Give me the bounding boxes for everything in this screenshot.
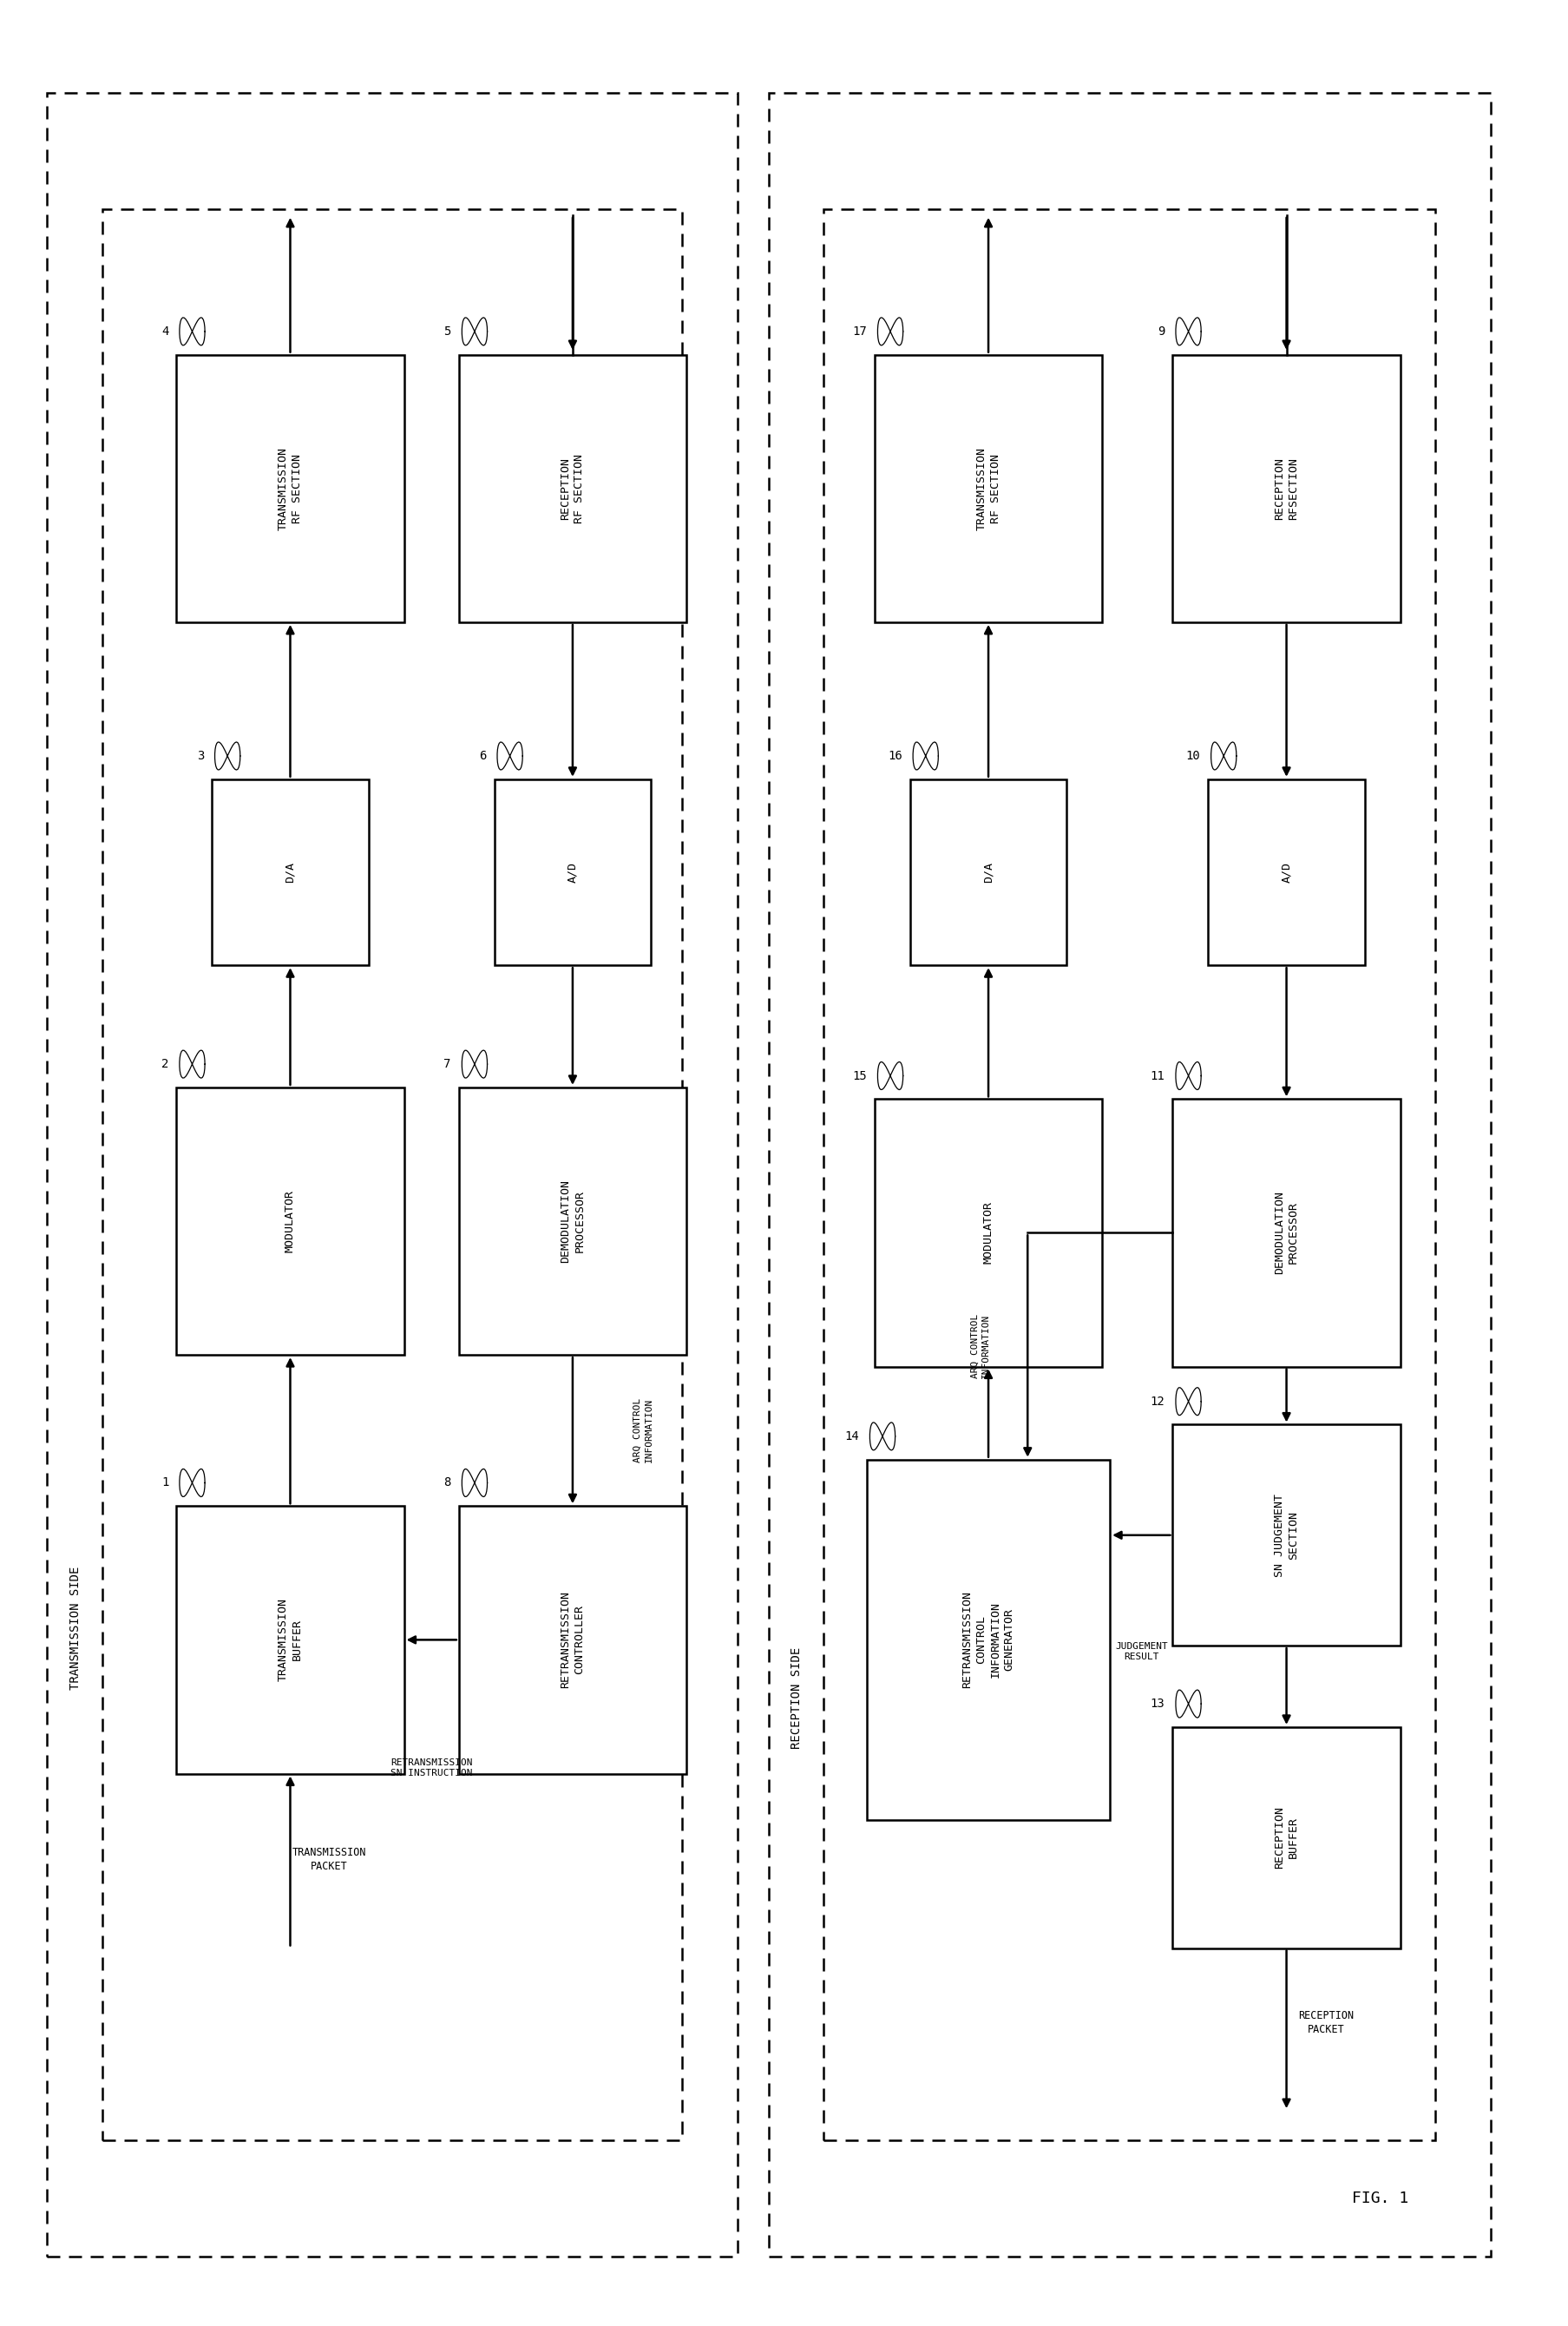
Text: ARQ CONTROL
INFORMATION: ARQ CONTROL INFORMATION	[971, 1314, 989, 1379]
Text: 11: 11	[1149, 1070, 1163, 1082]
Bar	[1173, 354, 1400, 621]
Text: 12: 12	[1149, 1396, 1163, 1407]
Text: 14: 14	[844, 1430, 859, 1442]
Text: DEMODULATION
PROCESSOR: DEMODULATION PROCESSOR	[560, 1179, 585, 1263]
Text: 4: 4	[162, 326, 169, 337]
Text: 10: 10	[1185, 749, 1200, 763]
Bar	[212, 779, 368, 965]
Text: TRANSMISSION SIDE: TRANSMISSION SIDE	[69, 1565, 82, 1691]
Bar	[1207, 779, 1364, 965]
Text: MODULATOR: MODULATOR	[284, 1191, 296, 1251]
Bar	[176, 354, 405, 621]
Text: 17: 17	[851, 326, 866, 337]
Bar	[176, 1507, 405, 1772]
Text: RETRANSMISSION
CONTROL
INFORMATION
GENERATOR: RETRANSMISSION CONTROL INFORMATION GENER…	[961, 1591, 1014, 1689]
Text: RECEPTION
PACKET: RECEPTION PACKET	[1297, 2010, 1353, 2035]
Bar	[102, 209, 682, 2140]
Text: RECEPTION
BUFFER: RECEPTION BUFFER	[1273, 1807, 1298, 1868]
Text: D/A: D/A	[982, 863, 994, 882]
Bar	[823, 209, 1435, 2140]
Bar	[176, 1089, 405, 1354]
Bar	[1173, 1100, 1400, 1368]
Text: JUDGEMENT
RESULT: JUDGEMENT RESULT	[1115, 1642, 1167, 1661]
Text: RECEPTION
RF SECTION: RECEPTION RF SECTION	[560, 454, 585, 523]
Text: RECEPTION SIDE: RECEPTION SIDE	[790, 1647, 803, 1749]
Text: RETRANSMISSION
SN INSTRUCTION: RETRANSMISSION SN INSTRUCTION	[390, 1758, 472, 1777]
Bar	[875, 354, 1101, 621]
Text: 8: 8	[444, 1477, 452, 1489]
Text: TRANSMISSION
RF SECTION: TRANSMISSION RF SECTION	[975, 447, 1000, 530]
Bar	[1173, 1424, 1400, 1647]
Bar	[47, 93, 737, 2256]
Text: 6: 6	[478, 749, 486, 763]
Bar	[909, 779, 1066, 965]
Text: DEMODULATION
PROCESSOR: DEMODULATION PROCESSOR	[1273, 1191, 1298, 1275]
Bar	[458, 354, 687, 621]
Bar	[866, 1461, 1110, 1819]
Text: TRANSMISSION
RF SECTION: TRANSMISSION RF SECTION	[278, 447, 303, 530]
Text: 9: 9	[1157, 326, 1163, 337]
Text: 1: 1	[162, 1477, 169, 1489]
Text: 16: 16	[887, 749, 902, 763]
Text: TRANSMISSION
BUFFER: TRANSMISSION BUFFER	[278, 1598, 303, 1682]
Bar	[768, 93, 1490, 2256]
Bar	[458, 1507, 687, 1772]
Bar	[494, 779, 651, 965]
Text: A/D: A/D	[566, 863, 579, 882]
Text: 2: 2	[162, 1058, 169, 1070]
Text: MODULATOR: MODULATOR	[982, 1203, 994, 1263]
Text: D/A: D/A	[284, 863, 296, 882]
Text: RETRANSMISSION
CONTROLLER: RETRANSMISSION CONTROLLER	[560, 1591, 585, 1689]
Bar	[1173, 1726, 1400, 1949]
Text: SN JUDGEMENT
SECTION: SN JUDGEMENT SECTION	[1273, 1493, 1298, 1577]
Text: 13: 13	[1149, 1698, 1163, 1710]
Bar	[875, 1100, 1101, 1368]
Text: 5: 5	[444, 326, 452, 337]
Text: ARQ CONTROL
INFORMATION: ARQ CONTROL INFORMATION	[633, 1398, 652, 1463]
Text: TRANSMISSION
PACKET: TRANSMISSION PACKET	[292, 1847, 367, 1872]
Text: 3: 3	[196, 749, 204, 763]
Text: 7: 7	[444, 1058, 452, 1070]
Text: RECEPTION
RFSECTION: RECEPTION RFSECTION	[1273, 458, 1298, 519]
Bar	[458, 1089, 687, 1354]
Text: A/D: A/D	[1279, 863, 1292, 882]
Text: FIG. 1: FIG. 1	[1352, 2191, 1408, 2205]
Text: 15: 15	[851, 1070, 866, 1082]
